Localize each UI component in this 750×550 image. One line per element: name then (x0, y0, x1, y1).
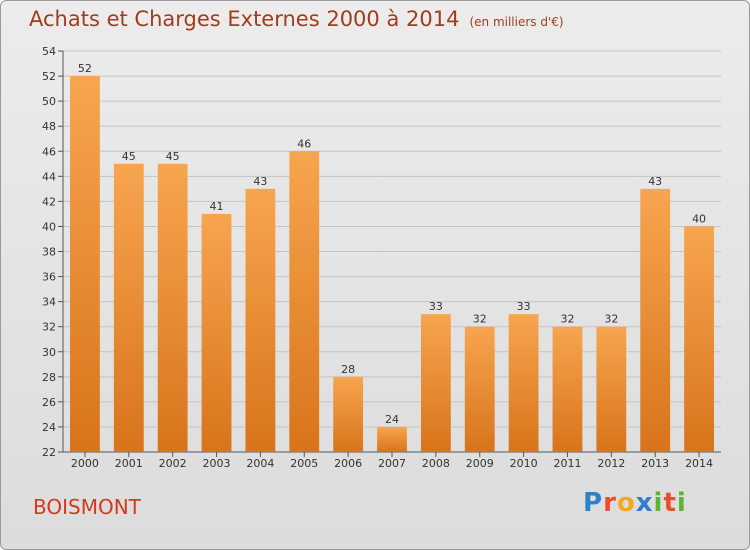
bar-2003[interactable] (201, 213, 232, 452)
logo-letter: t (663, 488, 677, 518)
x-tick-label-2008: 2008 (422, 457, 450, 470)
value-label-2011: 32 (560, 313, 574, 326)
y-tick-label-36: 36 (42, 271, 56, 284)
y-tick-label-22: 22 (42, 446, 56, 459)
y-tick-label-38: 38 (42, 246, 56, 259)
value-label-2001: 45 (122, 150, 136, 163)
y-tick-label-32: 32 (42, 321, 56, 334)
value-label-2013: 43 (648, 175, 662, 188)
y-tick-label-26: 26 (42, 396, 56, 409)
bar-2002[interactable] (157, 163, 188, 452)
logo-letter: x (635, 488, 654, 518)
value-label-2000: 52 (78, 62, 92, 75)
x-tick-label-2011: 2011 (553, 457, 581, 470)
logo-letter: r (603, 488, 617, 518)
bar-2000[interactable] (70, 76, 100, 452)
bar-2001[interactable] (113, 163, 144, 452)
logo-letter: i (676, 488, 687, 518)
value-label-2014: 40 (692, 212, 706, 225)
bar-2014[interactable] (684, 226, 714, 452)
value-label-2002: 45 (166, 150, 180, 163)
logo-letter: i (653, 488, 664, 518)
chart-title-unit: (en milliers d'€) (469, 15, 564, 29)
bar-2008[interactable] (420, 314, 451, 452)
value-label-2009: 32 (473, 313, 487, 326)
value-label-2008: 33 (429, 300, 443, 313)
logo-letter: P (583, 488, 604, 518)
bars (70, 76, 714, 452)
x-tick-label-2003: 2003 (203, 457, 231, 470)
y-tick-label-48: 48 (42, 120, 56, 133)
bar-2004[interactable] (245, 188, 276, 452)
commune-name: BOISMONT (33, 495, 141, 519)
value-label-2006: 28 (341, 363, 355, 376)
x-tick-label-2007: 2007 (378, 457, 406, 470)
y-tick-labels: 22 24 26 28 30 32 34 36 38 40 42 44 46 48 50 52 54 (42, 45, 56, 459)
x-tick-label-2013: 2013 (641, 457, 669, 470)
y-tick-label-46: 46 (42, 145, 56, 158)
x-tick-label-2012: 2012 (597, 457, 625, 470)
bar-2006[interactable] (333, 376, 364, 452)
x-tick-label-2014: 2014 (685, 457, 713, 470)
bar-2009[interactable] (464, 326, 495, 452)
y-tick-label-52: 52 (42, 70, 56, 83)
bar-2011[interactable] (552, 326, 583, 452)
proxiti-logo[interactable]: Proxiti (583, 488, 687, 518)
y-tick-label-30: 30 (42, 346, 56, 359)
y-tick-label-28: 28 (42, 371, 56, 384)
y-tick-label-34: 34 (42, 296, 56, 309)
value-labels: 52 45 45 41 43 46 28 24 33 32 33 32 32 43 40 (78, 62, 706, 426)
x-tick-label-2002: 2002 (159, 457, 187, 470)
value-label-2003: 41 (210, 200, 224, 213)
chart-title: Achats et Charges Externes 2000 à 2014 (e… (29, 7, 564, 31)
x-tick-label-2001: 2001 (115, 457, 143, 470)
bar-2007[interactable] (377, 426, 407, 452)
y-tick-label-50: 50 (42, 95, 56, 108)
y-tick-label-44: 44 (42, 170, 56, 183)
y-tick-label-24: 24 (42, 421, 56, 434)
bar-2005[interactable] (289, 151, 320, 452)
value-label-2010: 33 (517, 300, 531, 313)
x-tick-label-2004: 2004 (246, 457, 274, 470)
value-label-2005: 46 (297, 137, 311, 150)
bar-2013[interactable] (640, 188, 671, 452)
x-tick-label-2009: 2009 (466, 457, 494, 470)
chart-title-main: Achats et Charges Externes 2000 à 2014 (29, 7, 460, 31)
x-tick-label-2005: 2005 (290, 457, 318, 470)
x-tick-label-2000: 2000 (71, 457, 99, 470)
x-tick-labels: 2000 2001 2002 2003 2004 2005 2006 2007 2008 2009… (71, 457, 713, 470)
bar-2012[interactable] (596, 326, 627, 452)
bar-2010[interactable] (508, 314, 539, 452)
y-tick-label-42: 42 (42, 195, 56, 208)
x-tick-label-2010: 2010 (510, 457, 538, 470)
y-tick-label-54: 54 (42, 45, 56, 58)
logo-letter: o (616, 488, 636, 518)
value-label-2012: 32 (604, 313, 618, 326)
value-label-2004: 43 (253, 175, 267, 188)
value-label-2007: 24 (385, 413, 399, 426)
y-tick-label-40: 40 (42, 220, 56, 233)
x-tick-label-2006: 2006 (334, 457, 362, 470)
